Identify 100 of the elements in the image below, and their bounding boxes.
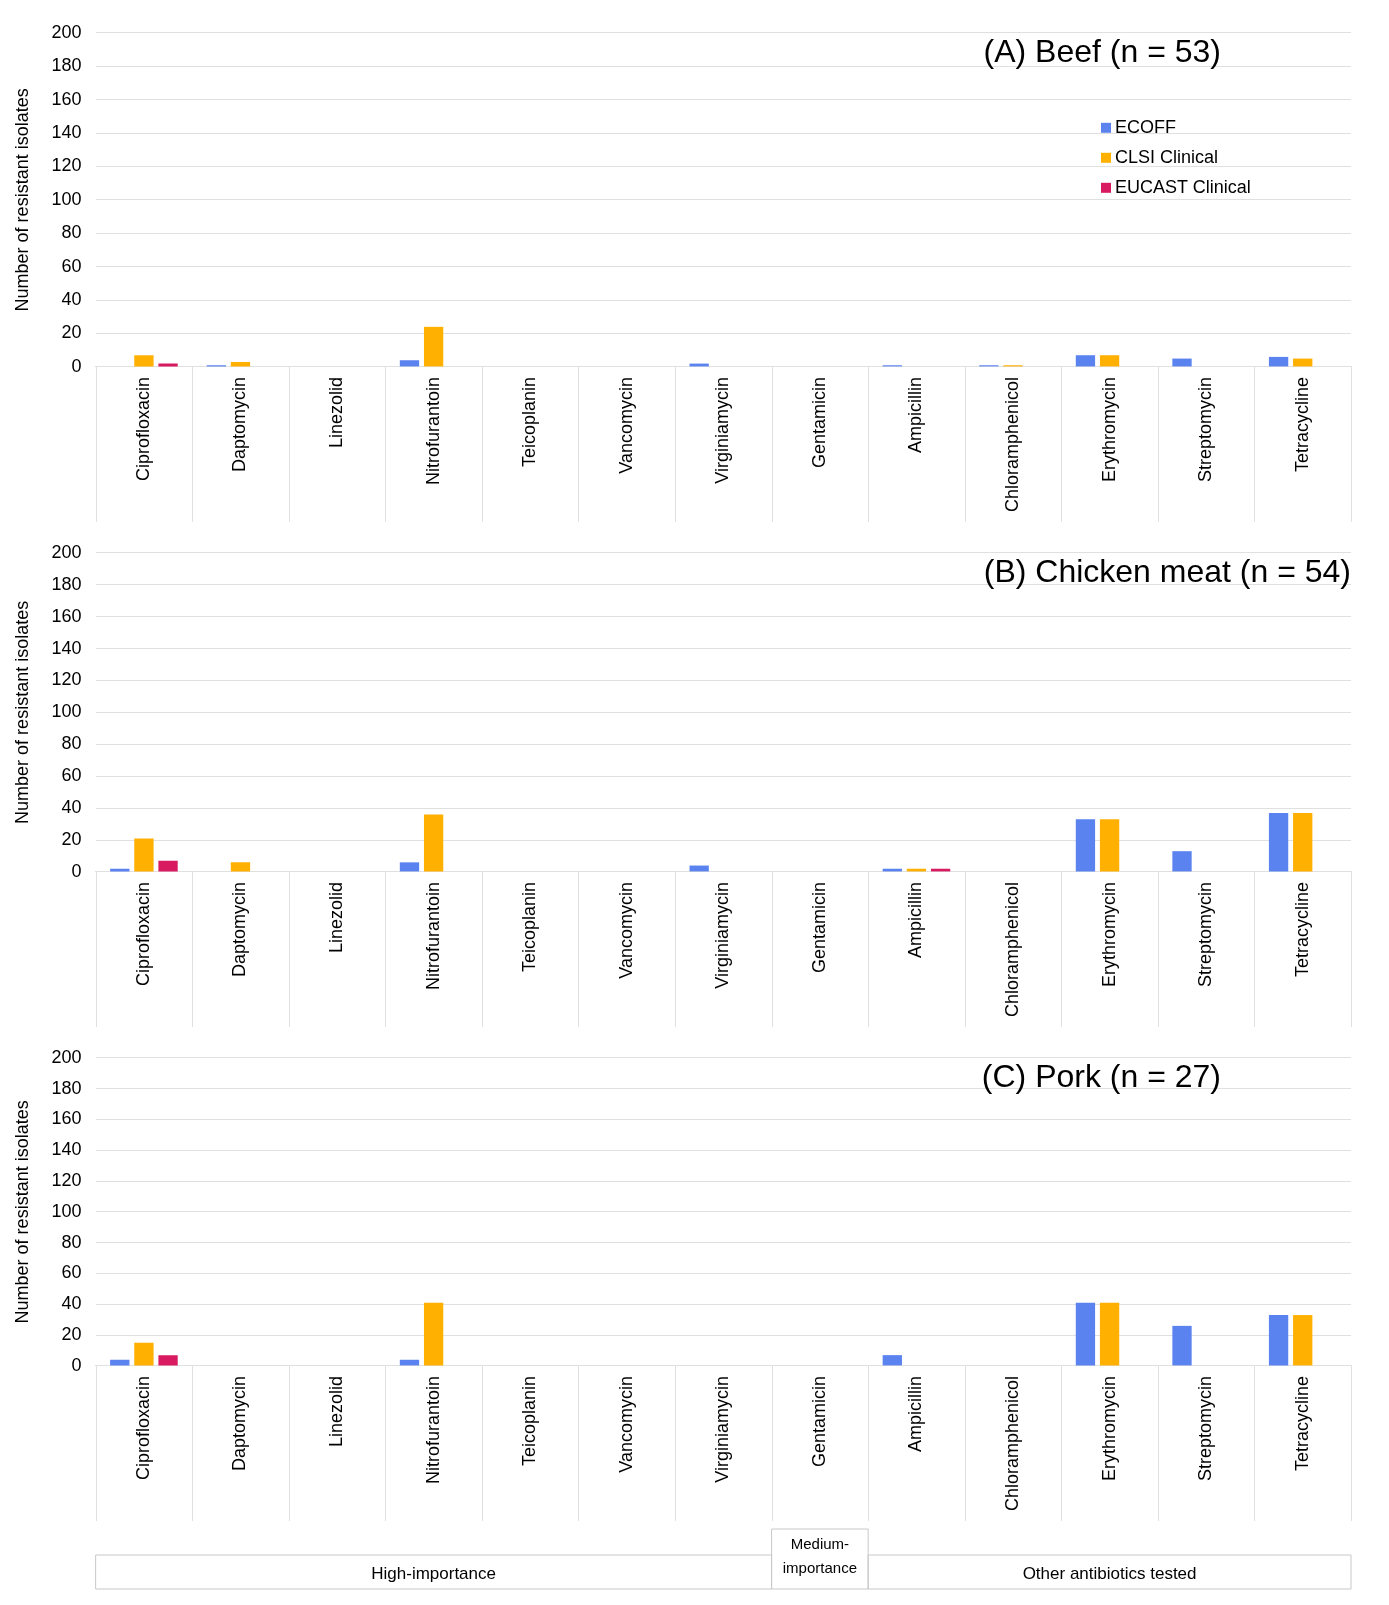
bar (423, 814, 444, 872)
y-tick-label: 120 (51, 669, 82, 690)
y-tick-label: 0 (71, 860, 82, 881)
y-tick-label: 60 (61, 255, 82, 276)
x-tick-label: Ampicillin (905, 881, 926, 958)
legend-label: ECOFF (1115, 116, 1176, 137)
legend-label: CLSI Clinical (1115, 146, 1219, 167)
y-tick-label: 140 (51, 122, 82, 143)
bar (1099, 819, 1120, 872)
bar (1172, 358, 1192, 367)
y-tick-label: 80 (61, 222, 82, 243)
bar (1099, 355, 1120, 367)
y-tick-label: 80 (61, 1231, 82, 1252)
x-tick-label: Gentamicin (808, 1375, 829, 1467)
x-tick-label: Teicoplanin (519, 1375, 540, 1466)
x-tick-label: Nitrofurantoin (422, 1375, 443, 1484)
y-tick-label: 40 (61, 1293, 82, 1314)
y-tick-label: 160 (51, 88, 82, 109)
x-tick-label: Linezolid (326, 881, 347, 953)
x-tick-label: Virginiamycin (712, 376, 733, 484)
x-tick-label: Daptomycin (229, 376, 250, 472)
y-tick-label: 100 (51, 701, 82, 722)
y-tick-label: 120 (51, 155, 82, 176)
x-tick-label: Teicoplanin (519, 881, 540, 972)
x-tick-label: Ampicillin (905, 1375, 926, 1452)
x-tick-label: Chloramphenicol (1001, 881, 1022, 1018)
bar (158, 1355, 178, 1366)
bar (1075, 819, 1096, 872)
x-tick-label: Chloramphenicol (1001, 376, 1022, 513)
bar (134, 1342, 154, 1366)
x-tick-label: Chloramphenicol (1001, 1375, 1022, 1512)
y-axis-title: Number of resistant isolates (11, 600, 32, 824)
bar (423, 1302, 444, 1366)
x-tick-label: Daptomycin (229, 1375, 250, 1471)
y-tick-label: 200 (51, 1046, 82, 1067)
bar (1075, 355, 1096, 367)
y-axis-title: Number of resistant isolates (11, 1100, 32, 1324)
y-tick-label: 100 (51, 188, 82, 209)
x-tick-label: Daptomycin (229, 881, 250, 977)
y-axis-title: Number of resistant isolates (11, 88, 32, 312)
y-tick-label: 40 (61, 289, 82, 310)
x-tick-label: Linezolid (326, 1375, 347, 1447)
x-tick-label: Gentamicin (808, 376, 829, 468)
bar (1268, 356, 1289, 367)
text: High-importance (371, 1563, 496, 1583)
y-tick-label: 40 (61, 797, 82, 818)
x-tick-label: Linezolid (326, 376, 347, 448)
x-tick-label: Ciprofloxacin (132, 1375, 153, 1480)
bar (1075, 1302, 1096, 1366)
y-tick-label: 60 (61, 765, 82, 786)
bar (1293, 1315, 1313, 1366)
y-tick-label: 60 (61, 1262, 82, 1283)
x-tick-label: Tetracycline (1291, 881, 1312, 977)
y-tick-label: 120 (51, 1170, 82, 1191)
bar (399, 360, 420, 367)
x-tick-label: Vancomycin (615, 376, 636, 474)
chart-title: (A) Beef (n = 53) (983, 32, 1221, 69)
bar (423, 326, 444, 367)
y-tick-label: 20 (61, 322, 82, 343)
y-tick-label: 20 (61, 1324, 82, 1345)
bar (134, 355, 154, 367)
y-tick-label: 200 (51, 21, 82, 42)
y-tick-label: 140 (51, 1139, 82, 1160)
legend-label: EUCAST Clinical (1115, 176, 1251, 197)
bar (1268, 812, 1289, 872)
x-tick-label: Vancomycin (615, 881, 636, 979)
bar (230, 862, 251, 872)
bar (1293, 812, 1313, 872)
x-tick-label: Gentamicin (808, 881, 829, 973)
bar (1268, 1315, 1289, 1366)
text: Other antibiotics tested (1022, 1563, 1197, 1583)
x-tick-label: Nitrofurantoin (422, 881, 443, 990)
bar (1172, 1325, 1192, 1366)
x-tick-label: Ciprofloxacin (132, 881, 153, 986)
x-tick-label: Erythromycin (1098, 881, 1119, 987)
y-tick-label: 20 (61, 828, 82, 849)
bar (1099, 1302, 1120, 1366)
y-tick-label: 0 (71, 1354, 82, 1375)
bar (882, 1355, 902, 1366)
x-tick-label: Virginiamycin (712, 881, 733, 989)
y-tick-label: 180 (51, 55, 82, 76)
x-tick-label: Streptomycin (1195, 376, 1216, 482)
x-tick-label: Teicoplanin (519, 376, 540, 467)
y-tick-label: 200 (51, 541, 82, 562)
x-tick-label: Tetracycline (1291, 376, 1312, 472)
y-tick-label: 80 (61, 733, 82, 754)
x-tick-label: Erythromycin (1098, 376, 1119, 482)
x-tick-label: Virginiamycin (712, 1375, 733, 1483)
y-tick-label: 180 (51, 573, 82, 594)
x-tick-label: Erythromycin (1098, 1375, 1119, 1481)
y-tick-label: 160 (51, 1108, 82, 1129)
x-tick-label: Streptomycin (1195, 1375, 1216, 1481)
chart-title: (B) Chicken meat (n = 54) (983, 552, 1351, 589)
bar (158, 860, 178, 872)
y-tick-label: 180 (51, 1077, 82, 1098)
x-tick-label: Vancomycin (615, 1375, 636, 1473)
y-tick-label: 140 (51, 637, 82, 658)
x-tick-label: Ampicillin (905, 376, 926, 453)
x-tick-label: Nitrofurantoin (422, 376, 443, 485)
bar (1172, 851, 1192, 872)
